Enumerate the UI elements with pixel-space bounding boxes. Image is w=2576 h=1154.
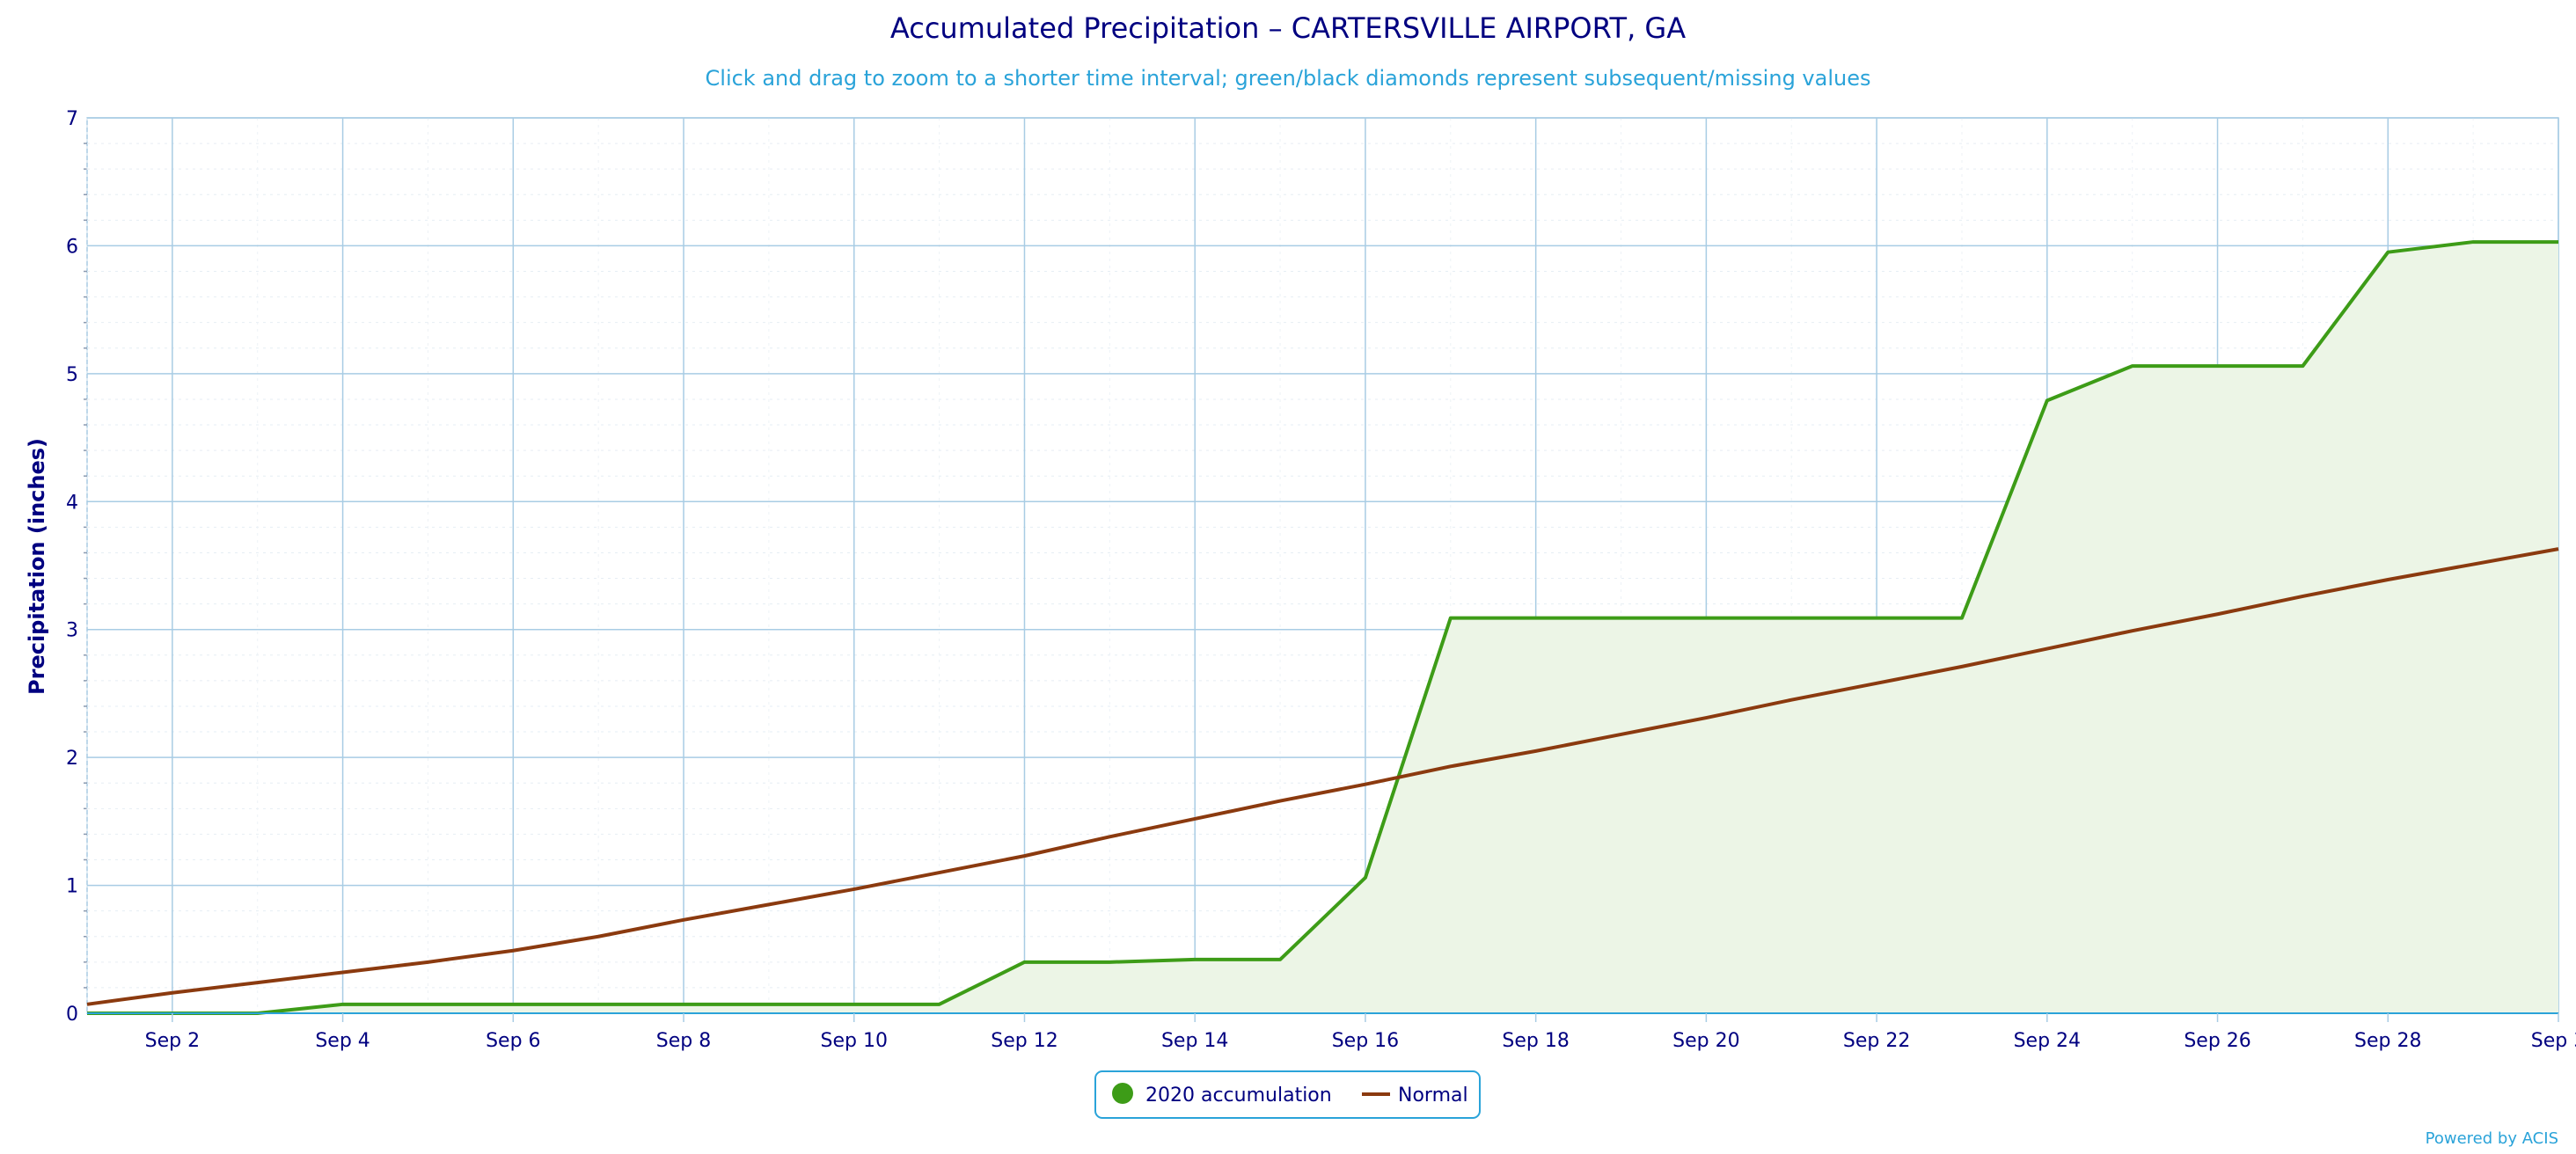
x-tick-label: Sep 20 — [1672, 1030, 1739, 1052]
legend-item-normal[interactable]: Normal — [1362, 1085, 1468, 1107]
x-tick-label: Sep 3 — [2531, 1030, 2576, 1052]
legend-item-accumulation[interactable]: 2020 accumulation — [1112, 1083, 1332, 1107]
x-tick-label: Sep 18 — [1502, 1030, 1569, 1052]
accumulation-area-fill — [87, 242, 2558, 1014]
x-tick-label: Sep 22 — [1843, 1030, 1910, 1052]
chart-title: Accumulated Precipitation – CARTERSVILLE… — [890, 11, 1686, 45]
x-tick-label: Sep 6 — [486, 1030, 540, 1052]
y-tick-label: 1 — [66, 876, 78, 898]
y-tick-label: 5 — [66, 364, 78, 386]
y-axis-ticks: 0 1 2 3 4 5 6 7 — [66, 108, 78, 1026]
accumulation-area — [87, 242, 2558, 1014]
y-axis-label: Precipitation (inches) — [25, 438, 49, 695]
credit-text[interactable]: Powered by ACIS — [2426, 1129, 2558, 1148]
x-tick-label: Sep 12 — [991, 1030, 1057, 1052]
y-tick-label: 0 — [66, 1004, 78, 1026]
legend-label-accumulation: 2020 accumulation — [1145, 1085, 1332, 1107]
x-tick-label: Sep 24 — [2014, 1030, 2081, 1052]
x-tick-label: Sep 14 — [1161, 1030, 1228, 1052]
y-tick-label: 4 — [66, 492, 78, 514]
legend[interactable]: 2020 accumulation Normal — [1094, 1070, 1481, 1119]
x-tick-label: Sep 26 — [2184, 1030, 2250, 1052]
y-tick-label: 6 — [66, 236, 78, 258]
series-lines[interactable] — [86, 240, 2559, 1015]
x-tick-label: Sep 28 — [2354, 1030, 2421, 1052]
accumulation-line[interactable] — [87, 240, 2558, 1015]
normal-line[interactable] — [86, 547, 2559, 1006]
y-tick-label: 2 — [66, 748, 78, 770]
x-axis-ticks: Sep 2 Sep 4 Sep 6 Sep 8 Sep 10 Sep 12 Sep 14 Se… — [87, 1012, 2576, 1052]
y-tick-label: 7 — [66, 108, 78, 130]
x-tick-label: Sep 10 — [821, 1030, 888, 1052]
x-tick-label: Sep 2 — [145, 1030, 200, 1052]
x-tick-label: Sep 16 — [1332, 1030, 1399, 1052]
legend-marker-accumulation — [1112, 1083, 1133, 1104]
chart-subtitle: Click and drag to zoom to a shorter time… — [706, 66, 1871, 91]
x-tick-label: Sep 4 — [315, 1030, 370, 1052]
x-tick-label: Sep 8 — [656, 1030, 711, 1052]
legend-box — [1094, 1070, 1481, 1119]
y-tick-label: 3 — [66, 620, 78, 642]
legend-label-normal: Normal — [1398, 1085, 1468, 1107]
